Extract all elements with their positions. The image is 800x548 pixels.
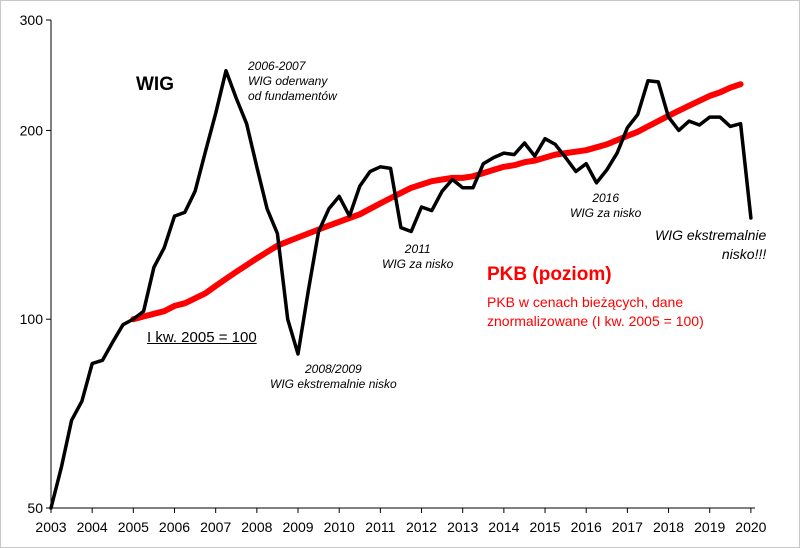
annotation-line: WIG ekstremalnie xyxy=(655,227,767,243)
annotation-line: 2008/2009 xyxy=(304,362,362,376)
annotation-line: 2006-2007 xyxy=(248,59,306,73)
x-tick-label: 2004 xyxy=(77,519,108,535)
x-tick-label: 2019 xyxy=(694,519,725,535)
series-line-pkb-poziom xyxy=(130,81,744,323)
x-tick-label: 2018 xyxy=(653,519,684,535)
annotation-2016: 2016 WIG za nisko xyxy=(570,191,641,221)
annotation-line: WIG za nisko xyxy=(570,206,642,220)
pkb-subtitle: PKB w cenach bieżących, dane znormalizow… xyxy=(487,294,704,329)
annotation-2008-2009: 2008/2009 WIG ekstremalnie nisko xyxy=(270,362,397,392)
annotation-2006-2007: 2006-2007 WIG oderwany od fundamentów xyxy=(248,59,337,104)
annotation-line: WIG oderwany xyxy=(248,74,328,88)
chart-axes xyxy=(50,20,755,509)
y-tick-label: 100 xyxy=(20,311,44,327)
x-tick-label: 2020 xyxy=(735,519,766,535)
annotation-line: 2016 xyxy=(592,191,620,205)
x-tick-label: 2014 xyxy=(488,519,519,535)
wig-title: WIG xyxy=(136,74,174,95)
y-tick-label: 50 xyxy=(27,500,43,516)
x-tick-label: 2009 xyxy=(282,519,313,535)
annotation-2020: WIG ekstremalnie nisko!!! xyxy=(655,226,766,264)
y-tick-label: 300 xyxy=(20,12,44,28)
annotation-line: WIG za nisko xyxy=(382,257,454,271)
annotation-line: od fundamentów xyxy=(248,89,337,103)
x-tick-label: 2015 xyxy=(529,519,560,535)
x-tick-label: 2010 xyxy=(324,519,355,535)
annotation-2011: 2011 WIG za nisko xyxy=(382,242,453,272)
x-tick-label: 2006 xyxy=(159,519,190,535)
y-axis-ticks: 50 100 200 300 xyxy=(20,12,51,516)
series-line-wig xyxy=(49,68,753,510)
x-tick-label: 2003 xyxy=(35,519,66,535)
x-tick-label: 2012 xyxy=(406,519,437,535)
x-tick-label: 2005 xyxy=(118,519,149,535)
x-tick-label: 2017 xyxy=(612,519,643,535)
y-tick-label: 200 xyxy=(20,122,44,138)
x-tick-label: 2008 xyxy=(241,519,272,535)
x-axis-ticks: 2003 2004 2005 2006 2007 2008 2009 2010 2011 2012… xyxy=(35,508,767,535)
annotation-line: WIG ekstremalnie nisko xyxy=(270,377,397,391)
x-tick-label: 2013 xyxy=(447,519,478,535)
base-label: I kw. 2005 = 100 xyxy=(147,329,257,346)
x-tick-label: 2007 xyxy=(200,519,231,535)
x-tick-label: 2016 xyxy=(571,519,602,535)
annotation-line: nisko!!! xyxy=(721,246,767,262)
x-tick-label: 2011 xyxy=(365,519,395,535)
chart-series xyxy=(49,68,753,510)
annotation-line: 2011 xyxy=(404,242,431,256)
pkb-title: PKB (poziom) xyxy=(487,264,612,285)
